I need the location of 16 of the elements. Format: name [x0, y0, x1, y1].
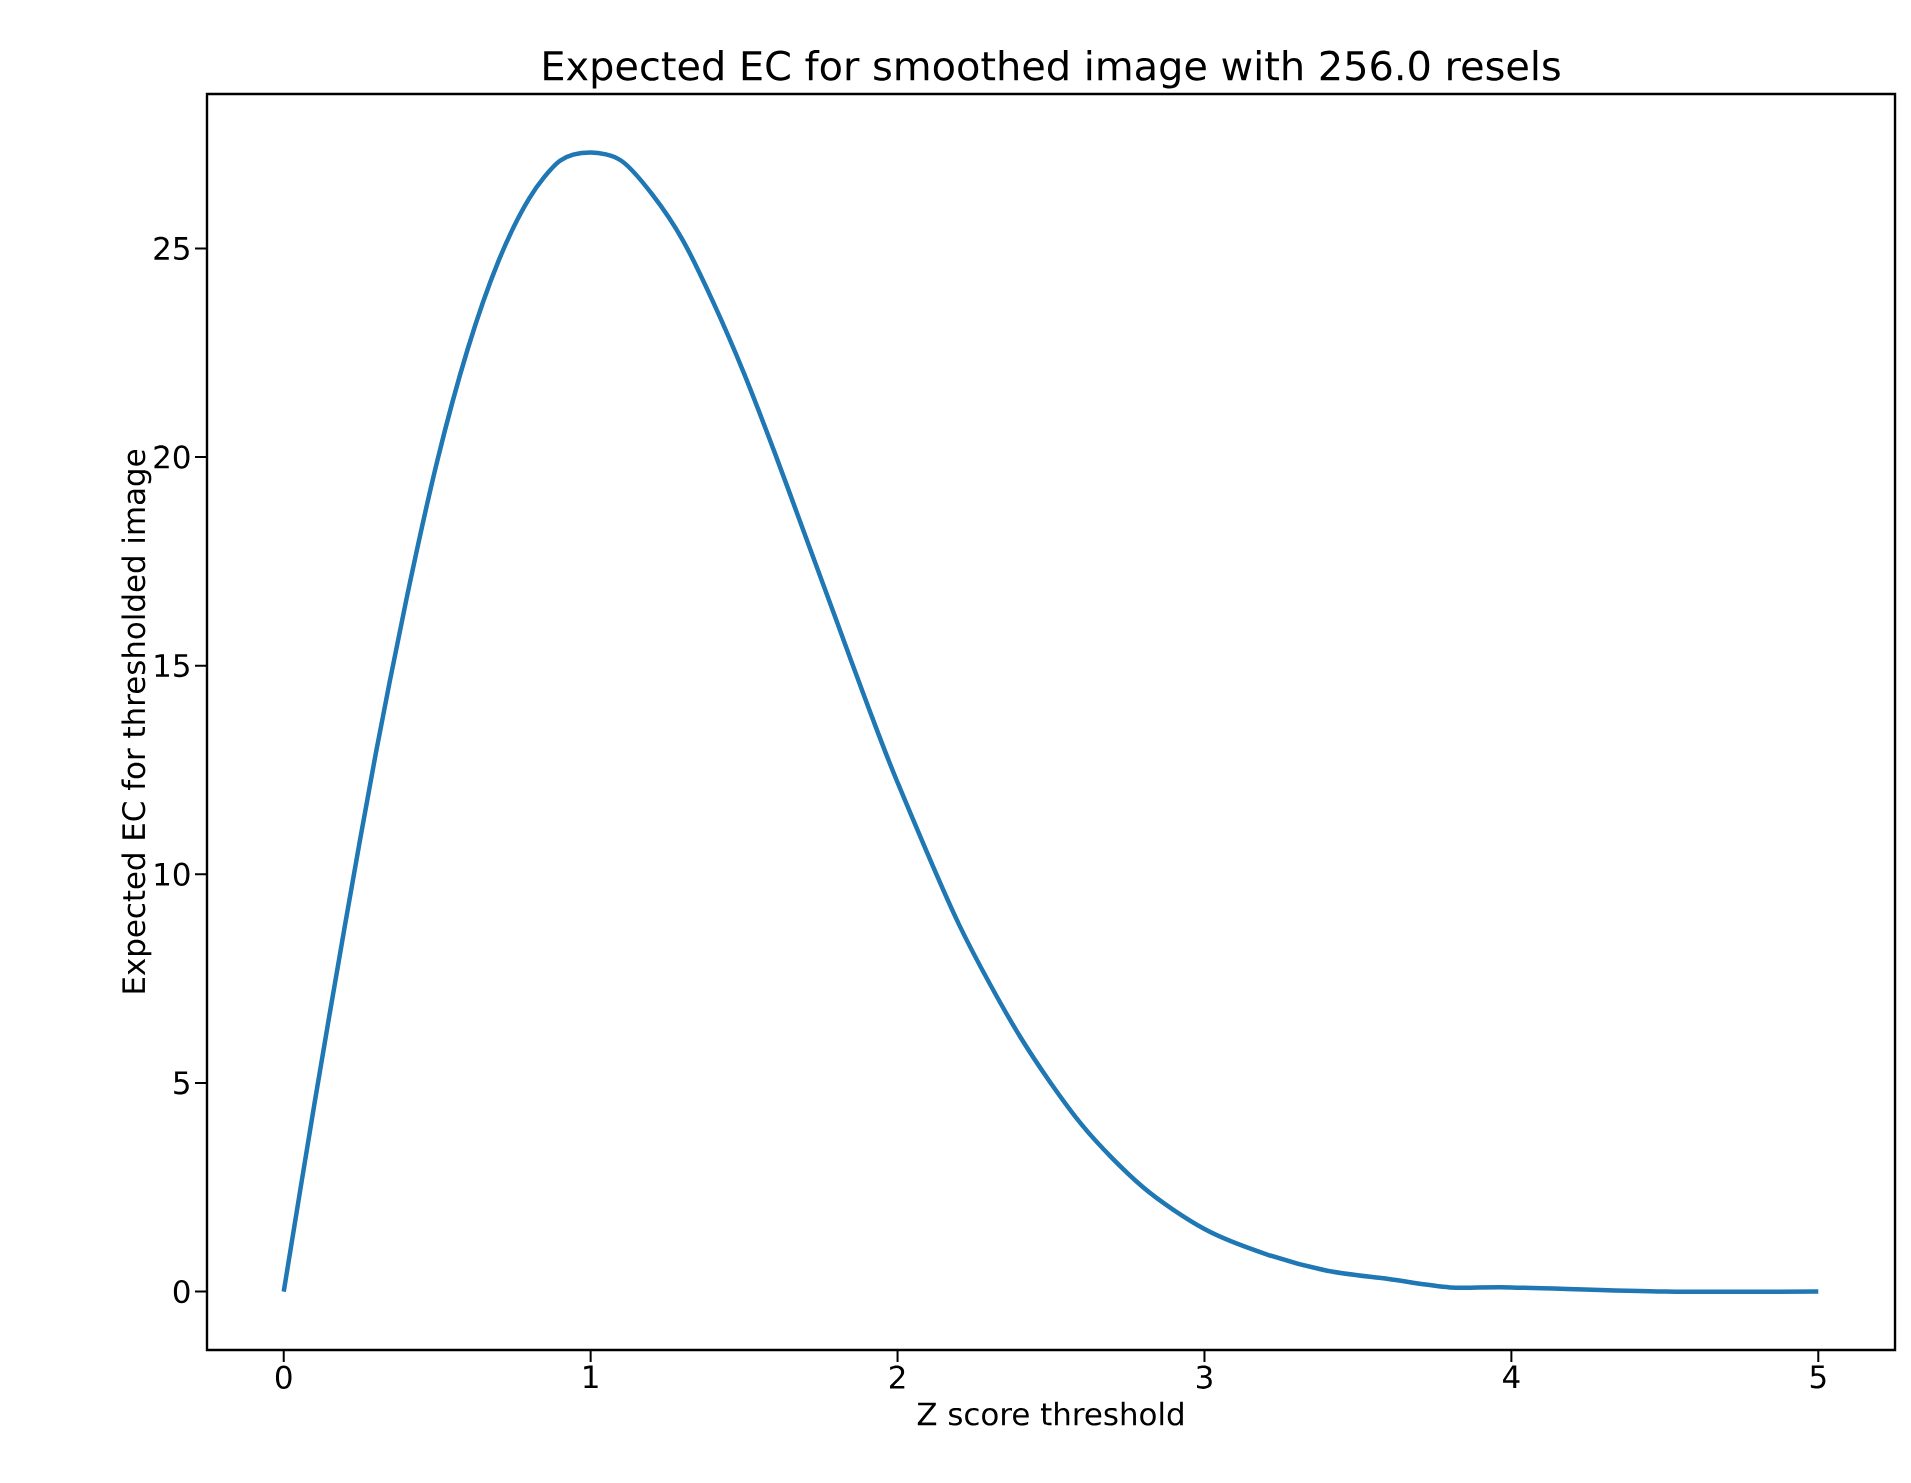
x-tick-label: 5: [1810, 1365, 1826, 1389]
x-axis-title: Z score threshold: [917, 1401, 1183, 1426]
y-tick-label: 15: [155, 654, 189, 678]
y-tick-label: 10: [155, 862, 190, 886]
chart-title: Expected EC for smoothed image with 256.0 resels: [544, 49, 1560, 89]
y-axis-title: Expected EC for thresholded image: [121, 450, 152, 993]
x-tick-label: 4: [1503, 1365, 1520, 1389]
y-tick-label: 5: [174, 1071, 189, 1095]
y-tick-label: 20: [154, 445, 190, 469]
x-tick-label: 2: [890, 1365, 905, 1389]
x-tick-label: 0: [275, 1365, 292, 1389]
line-series: [281, 150, 1821, 1295]
y-tick-label: 25: [154, 236, 189, 261]
y-tick-label: 0: [173, 1279, 190, 1304]
x-tick-label: 1: [584, 1365, 598, 1389]
x-tick-label: 3: [1197, 1365, 1212, 1389]
